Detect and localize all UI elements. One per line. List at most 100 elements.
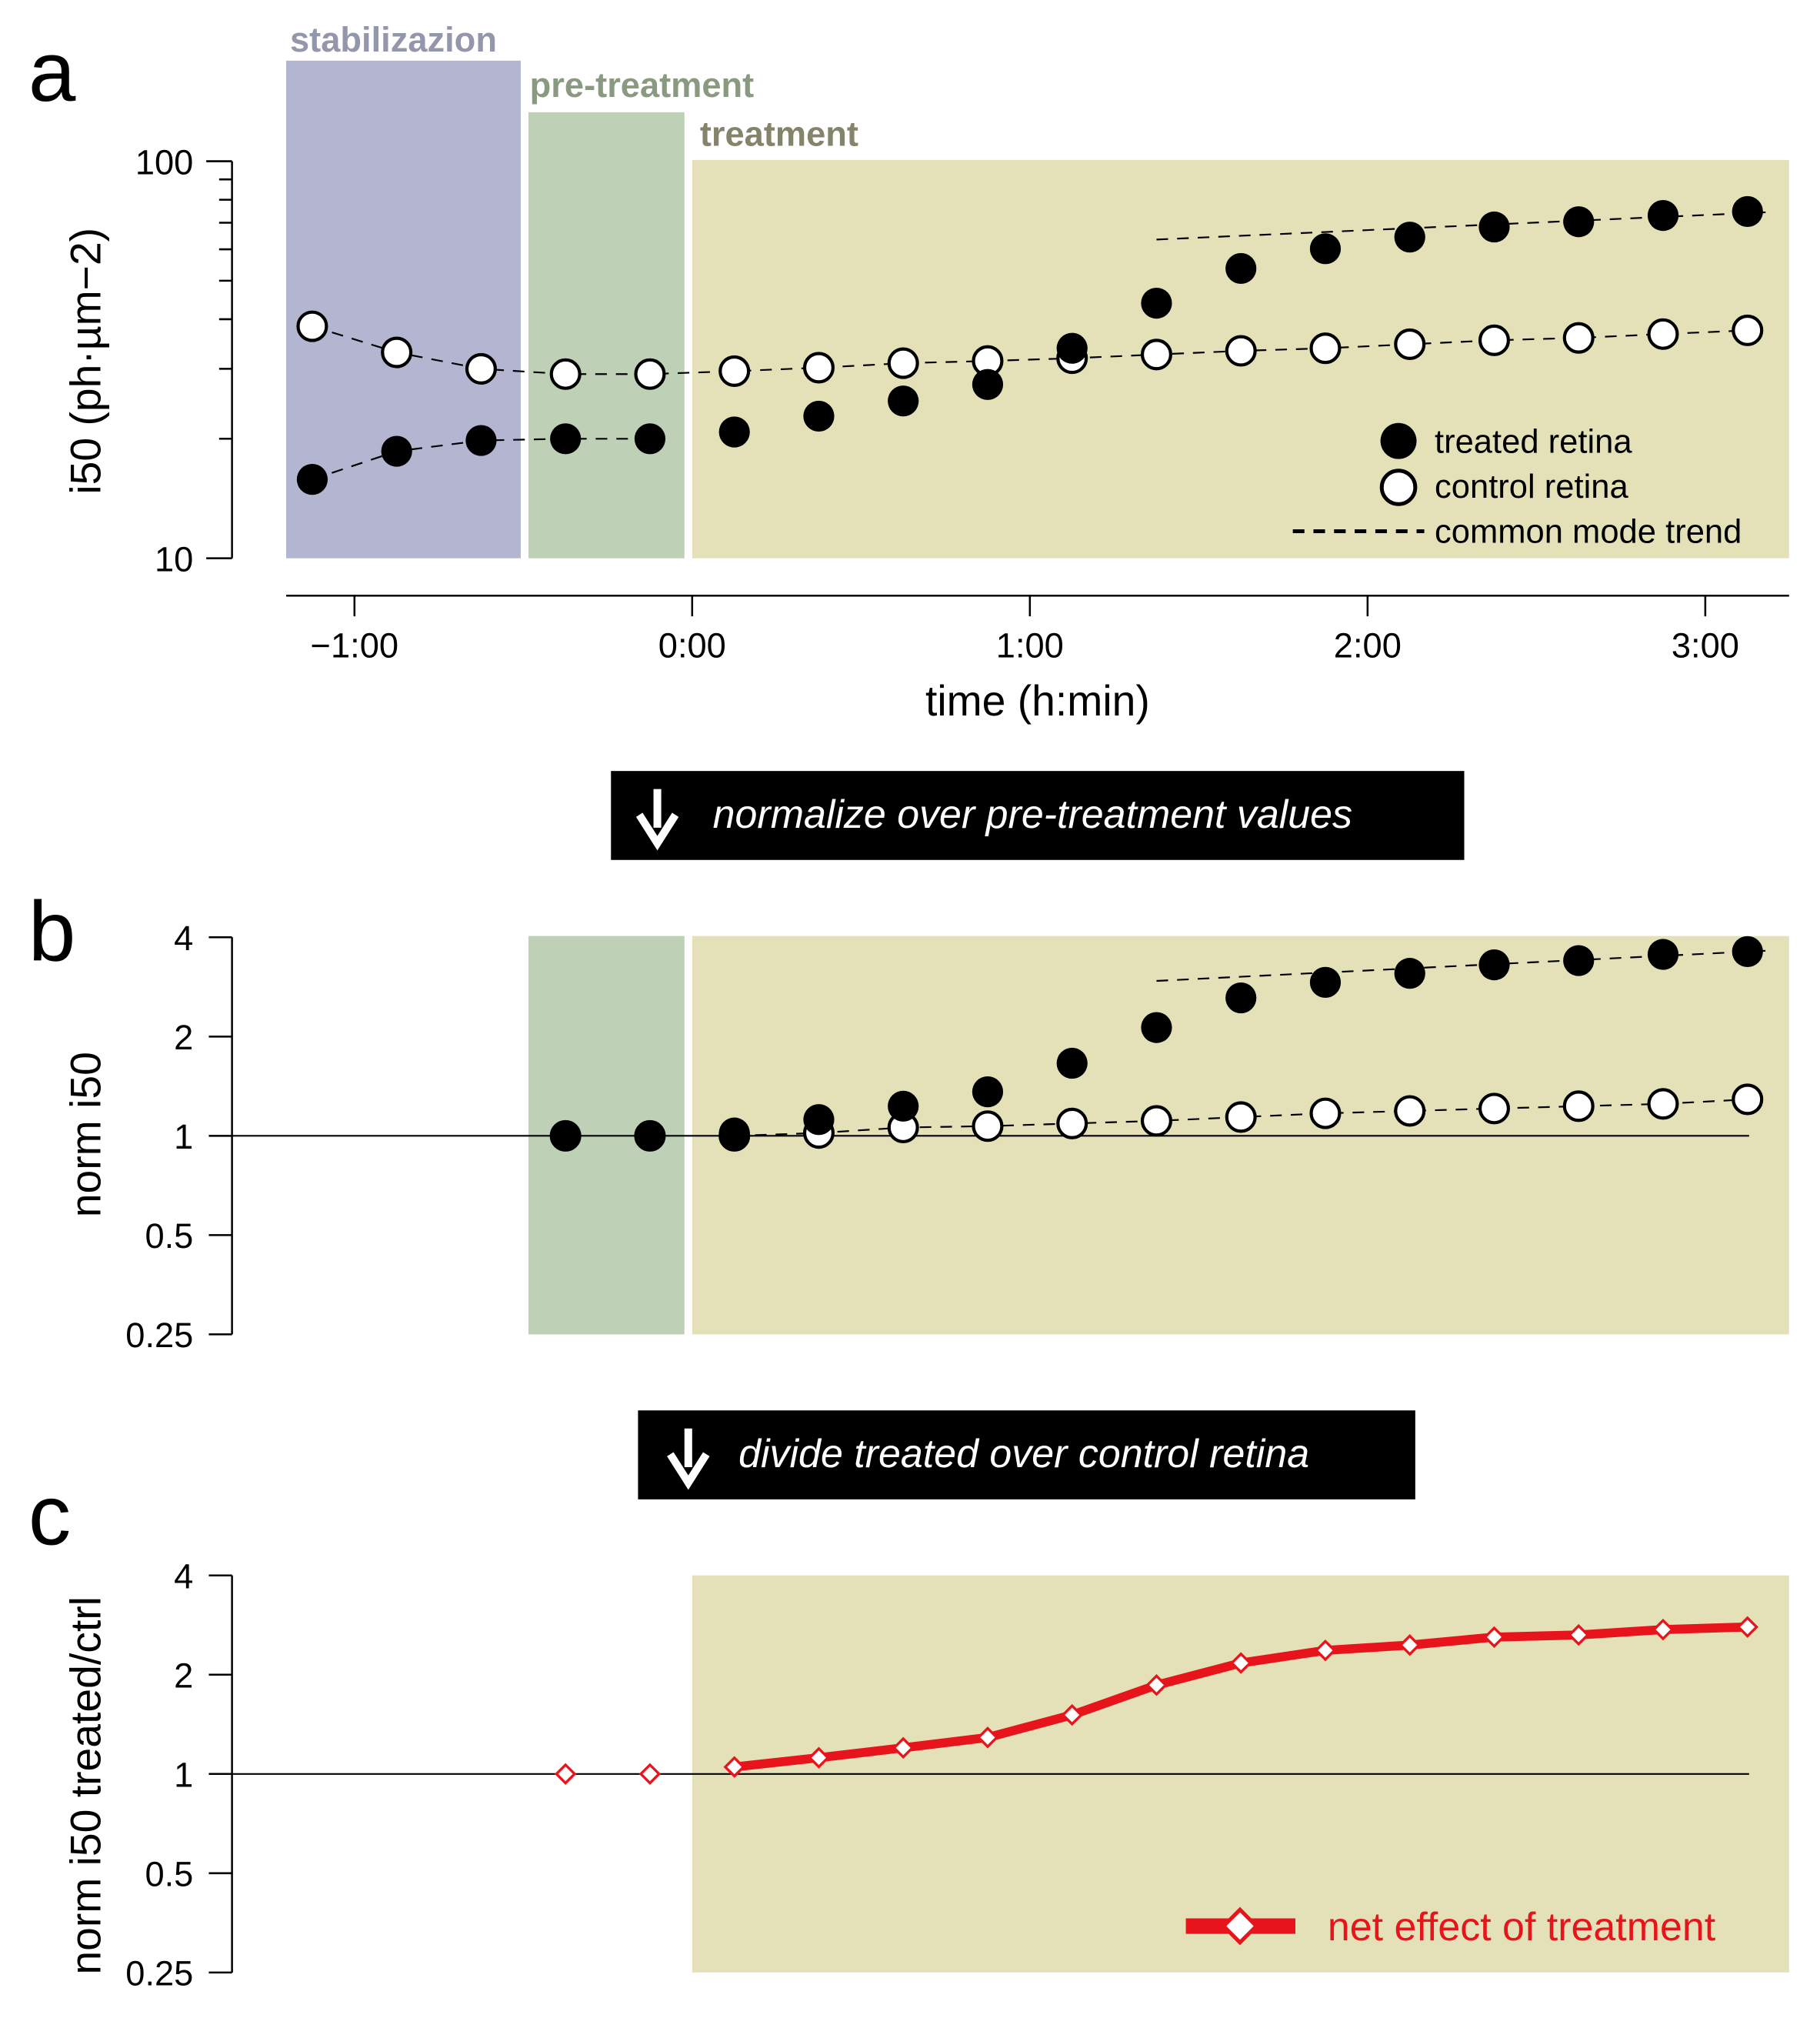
treated-point-a [1478, 211, 1510, 243]
control-point-b [1140, 1105, 1172, 1137]
treated-point-a [1394, 222, 1425, 253]
control-point-a [1732, 314, 1764, 346]
treated-point-b [1394, 958, 1425, 989]
treated-point-b [1141, 1012, 1172, 1043]
net-effect-point [723, 1756, 745, 1778]
treated-point-a [465, 425, 497, 456]
control-point-a [887, 347, 919, 379]
section-label-treatment: treatment [700, 114, 858, 153]
control-point-a [1140, 339, 1172, 371]
control-point-b [1562, 1090, 1595, 1122]
treated-point-b [1309, 966, 1342, 998]
y-tick-label: 10 [155, 539, 193, 579]
data-marks [296, 195, 1773, 1786]
net-effect-point [1736, 1616, 1758, 1639]
treated-point-b [1563, 945, 1595, 976]
y-tick-label: 1 [174, 1117, 193, 1156]
control-point-b [1056, 1107, 1088, 1139]
section-label-pretreatment: pre-treatment [530, 65, 755, 105]
control-point-b [1394, 1095, 1426, 1127]
treated-point-a [1309, 233, 1342, 265]
divide-banner-text: divide treated over control retina [738, 1432, 1309, 1476]
treated-point-a [803, 400, 835, 432]
net-effect-point [976, 1726, 999, 1749]
control-point-a [1647, 318, 1679, 350]
y-tick-label: 4 [174, 919, 193, 958]
section-label-stabilization: stabilizazion [290, 20, 497, 59]
treated-point-a [1732, 195, 1763, 228]
x-tick-label: 3:00 [1672, 626, 1739, 665]
treated-point-b [634, 1120, 666, 1152]
net-effect-point [892, 1736, 915, 1759]
divide-banner: divide treated over control retina [638, 1410, 1415, 1499]
treated-point-a [1225, 252, 1257, 285]
panel-label-a: a [28, 25, 76, 119]
treated-point-a [634, 423, 666, 455]
legend-treated-label: treated retina [1435, 423, 1632, 460]
net-effect-point [1145, 1674, 1168, 1696]
control-point-a [634, 358, 666, 390]
treated-point-b [550, 1120, 582, 1152]
down-arrow-icon [635, 789, 679, 851]
treated-point-b [803, 1104, 835, 1136]
treated-point-a [718, 416, 750, 448]
legend-net-label: net effect of treatment [1328, 1905, 1716, 1950]
y-tick-label: 0.25 [125, 1316, 193, 1355]
y-tick-label: 100 [135, 142, 193, 182]
control-point-b [1309, 1097, 1342, 1129]
legend-control-label: control retina [1435, 469, 1629, 505]
panel-a-axes: 100 10 −1:00 0:00 1:00 2:00 3:00 [135, 142, 1789, 665]
net-effect-point [638, 1763, 662, 1786]
control-point-a [1309, 332, 1342, 365]
y-tick-label: 0.25 [125, 1954, 193, 1993]
treated-point-a [888, 385, 919, 417]
treated-point-b [1056, 1047, 1088, 1079]
net-effect-point [1652, 1618, 1675, 1641]
control-point-a [1225, 335, 1257, 367]
treated-point-a [381, 435, 412, 467]
net-effect-point [554, 1763, 577, 1786]
pretreatment-region [528, 112, 685, 559]
treated-point-b [1732, 936, 1763, 967]
net-effect-point [1483, 1626, 1505, 1649]
control-point-a [802, 352, 835, 384]
treated-point-a [972, 369, 1004, 400]
normalize-banner: normalize over pre-treatment values [611, 771, 1465, 860]
control-point-a [465, 352, 497, 385]
x-tick-label: −1:00 [311, 626, 398, 665]
x-axis-label: time (h:min) [925, 677, 1150, 725]
y-tick-label: 1 [174, 1756, 193, 1795]
normalize-banner-text: normalize over pre-treatment values [713, 792, 1352, 837]
y-tick-label: 4 [174, 1556, 193, 1596]
net-effect-point [1230, 1652, 1252, 1674]
control-point-a [381, 336, 413, 369]
net-effect-point [1314, 1639, 1337, 1662]
y-tick-label: 2 [174, 1656, 193, 1696]
control-point-a [1478, 324, 1511, 356]
control-point-a [549, 358, 582, 390]
treated-point-b [1225, 982, 1257, 1014]
control-point-b [1647, 1088, 1679, 1120]
net-effect-point [1568, 1623, 1590, 1646]
treated-point-b [718, 1117, 750, 1149]
treated-point-a [1141, 287, 1172, 319]
control-point-a [718, 355, 751, 387]
net-effect-point [1398, 1634, 1421, 1656]
treated-point-b [1478, 949, 1510, 981]
y-tick-label: 2 [174, 1018, 193, 1057]
control-point-a [296, 310, 328, 342]
y-axis-label-c: norm i50 treated/ctrl [62, 1596, 110, 1975]
control-point-b [1732, 1083, 1764, 1116]
control-point-a [1562, 322, 1595, 354]
treated-point-b [1647, 939, 1679, 970]
y-tick-label: 0.5 [145, 1216, 193, 1256]
x-tick-label: 1:00 [996, 626, 1064, 665]
net-effect-point [1061, 1703, 1083, 1726]
treated-point-a [1563, 206, 1595, 238]
panel-label-c: c [28, 1469, 71, 1563]
control-point-b [972, 1110, 1004, 1142]
legend-treated-marker [1380, 422, 1417, 459]
treated-point-b [972, 1076, 1004, 1108]
panel-label-b: b [28, 884, 75, 979]
